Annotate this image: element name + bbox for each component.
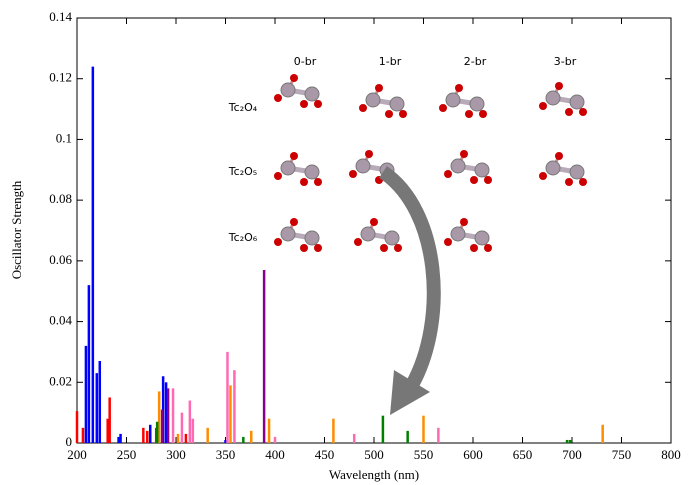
y-tick-label: 0.02 <box>49 373 72 388</box>
arrow <box>378 166 441 389</box>
row-label: Tc₂O₆ <box>228 231 258 244</box>
y-tick-label: 0.08 <box>49 191 72 206</box>
x-tick-label: 600 <box>463 447 483 462</box>
x-tick-label: 650 <box>513 447 533 462</box>
molecule <box>444 218 492 252</box>
y-tick-label: 0.06 <box>49 252 72 267</box>
inset: 0-br 1-br 2-br 3-br Tc₂O₄ Tc₂O₅ Tc₂O₆ <box>228 55 587 252</box>
y-tick-label: 0 <box>66 434 73 449</box>
x-axis-label: Wavelength (nm) <box>329 467 419 482</box>
molecule <box>274 152 322 186</box>
row-label: Tc₂O₅ <box>228 165 257 178</box>
x-tick-label: 200 <box>67 447 87 462</box>
x-tick-label: 550 <box>414 447 434 462</box>
y-tick-label: 0.14 <box>49 9 72 24</box>
arrow-head <box>390 370 430 415</box>
molecule <box>539 82 587 116</box>
molecule <box>359 84 407 118</box>
x-tick-label: 300 <box>166 447 186 462</box>
x-tick-label: 500 <box>364 447 384 462</box>
x-tick-label: 350 <box>216 447 236 462</box>
y-tick-label: 0.12 <box>49 70 72 85</box>
molecule <box>439 84 487 118</box>
x-tick-label: 450 <box>315 447 335 462</box>
row-label: Tc₂O₄ <box>228 101 258 114</box>
column-label: 1-br <box>379 55 402 68</box>
x-tick-label: 400 <box>265 447 285 462</box>
x-tick-label: 700 <box>562 447 582 462</box>
x-tick-label: 750 <box>612 447 632 462</box>
molecule <box>274 218 322 252</box>
x-tick-label: 800 <box>661 447 681 462</box>
column-label: 2-br <box>464 55 487 68</box>
y-tick-label: 0.04 <box>49 313 72 328</box>
molecule <box>539 152 587 186</box>
y-tick-label: 0.1 <box>56 130 72 145</box>
y-axis-label: Oscillator Strength <box>9 180 24 279</box>
column-label: 0-br <box>294 55 317 68</box>
column-label: 3-br <box>554 55 577 68</box>
molecule <box>444 150 492 184</box>
x-tick-label: 250 <box>117 447 137 462</box>
molecule <box>354 218 402 252</box>
molecule <box>274 74 322 108</box>
